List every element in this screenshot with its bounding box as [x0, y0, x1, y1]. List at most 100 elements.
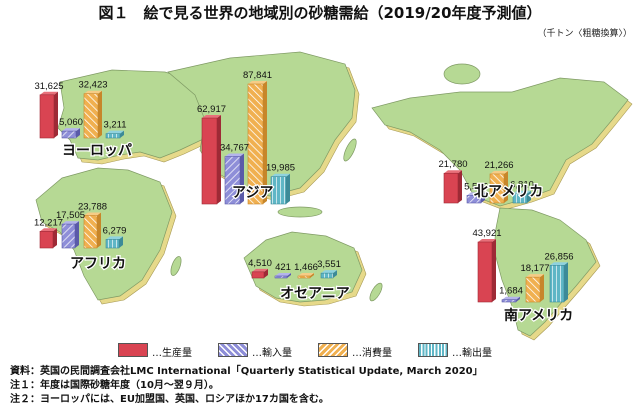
- bar-front: [61, 130, 77, 139]
- bar-top: [106, 130, 124, 134]
- bar-consumption-3: [297, 272, 314, 279]
- value-label-consumption-1: 87,841: [243, 70, 272, 81]
- bar-side: [263, 81, 267, 204]
- bar-consumption-2: [83, 212, 101, 249]
- bar-production-4: [443, 170, 462, 204]
- legend-swatch-exports: [418, 343, 448, 357]
- legend-label-imports: …輸入量: [252, 348, 292, 359]
- bar-side: [564, 262, 568, 302]
- bar-front: [39, 94, 55, 139]
- bar-consumption-1: [247, 81, 267, 205]
- bar-side: [54, 91, 58, 138]
- value-label-imports-3: 421: [275, 262, 291, 273]
- bar-exports-2: [105, 236, 123, 249]
- bar-front: [297, 275, 311, 279]
- value-label-exports-1: 19,985: [266, 163, 295, 174]
- bar-top: [298, 272, 314, 276]
- bar-production-0: [39, 91, 58, 139]
- bar-top: [62, 221, 79, 225]
- value-label-consumption-3: 1,466: [294, 262, 318, 273]
- value-label-production-1: 62,917: [197, 104, 226, 115]
- continent-south-america: [493, 207, 597, 337]
- bar-front: [251, 271, 265, 279]
- value-label-imports-0: 5,060: [59, 117, 83, 128]
- island-japan: [343, 138, 357, 162]
- legend-label-production: …生産量: [152, 348, 192, 359]
- bar-top: [84, 212, 101, 216]
- bar-top: [252, 268, 268, 272]
- bar-production-2: [39, 228, 57, 249]
- bar-front: [512, 193, 528, 204]
- bar-top: [526, 274, 544, 278]
- unit-label: （千トン〈粗糖換算〉）: [537, 29, 632, 39]
- bar-front: [501, 299, 517, 303]
- bar-front: [39, 231, 54, 249]
- bar-side: [287, 273, 291, 278]
- bar-top: [275, 273, 291, 276]
- bar-imports-5: [501, 296, 520, 303]
- value-label-production-2: 12,217: [34, 217, 63, 228]
- value-label-consumption-5: 18,177: [520, 263, 549, 274]
- region-label-4: 北アメリカ: [474, 184, 543, 200]
- bar-exports-1: [270, 173, 290, 205]
- bar-top: [106, 236, 123, 240]
- bar-consumption-5: [525, 274, 544, 303]
- value-label-imports-1: 34,767: [220, 143, 249, 154]
- value-label-exports-5: 26,856: [544, 251, 573, 262]
- region-label-0: ヨーロッパ: [62, 143, 132, 159]
- legend-swatch-consumption: [318, 343, 348, 357]
- bar-front: [489, 173, 505, 204]
- bar-top: [444, 170, 462, 174]
- value-label-exports-3: 3,551: [317, 259, 341, 270]
- bar-side: [98, 90, 102, 138]
- value-label-imports-4: 5,585: [464, 181, 488, 192]
- value-label-exports-2: 6,279: [103, 225, 127, 236]
- bar-front: [466, 195, 482, 204]
- bar-exports-3: [320, 270, 337, 279]
- bar-exports-4: [512, 190, 531, 204]
- bar-top: [225, 153, 244, 157]
- continent-oceania: [243, 231, 363, 303]
- bar-front: [224, 156, 241, 205]
- bar-side: [516, 296, 520, 302]
- legend-label-consumption: …消費量: [352, 348, 392, 359]
- value-label-layer: 31,625 5,060 32,423 3,211 62,917 34,767 87,841…: [34, 70, 574, 297]
- value-label-production-4: 21,780: [438, 159, 467, 170]
- chart-title: 図１ 絵で見る世界の地域別の砂糖需給（2019/20年度予測値）: [98, 4, 542, 22]
- bar-top: [513, 190, 531, 194]
- footnote-1: 注１：年度は国際砂糖年度（10月～翌９月）。: [10, 380, 219, 391]
- bar-top: [490, 170, 508, 174]
- bar-top: [40, 91, 58, 95]
- bar-top: [202, 115, 221, 119]
- bar-front: [83, 215, 98, 249]
- value-label-consumption-0: 32,423: [78, 80, 107, 91]
- bar-front: [201, 117, 218, 205]
- bar-consumption-4: [489, 170, 508, 204]
- bar-front: [270, 176, 287, 205]
- source-note: 資料：英国の民間調査会社LMC International「Quarterly …: [10, 366, 483, 377]
- value-label-production-3: 4,510: [248, 258, 272, 269]
- island-greenland: [443, 63, 481, 85]
- bar-front: [83, 93, 99, 139]
- bar-side: [333, 270, 337, 278]
- bar-top: [478, 238, 496, 242]
- bar-top: [502, 296, 520, 300]
- bar-exports-5: [549, 262, 568, 303]
- region-label-2: アフリカ: [70, 256, 126, 272]
- bar-top: [321, 270, 337, 274]
- bar-front: [549, 265, 565, 303]
- value-label-exports-0: 3,211: [103, 120, 126, 131]
- region-label-1: アジア: [232, 185, 273, 201]
- bar-side: [310, 272, 314, 278]
- bar-imports-4: [466, 192, 485, 204]
- value-label-consumption-2: 23,788: [78, 202, 107, 213]
- value-label-production-5: 43,921: [472, 228, 501, 239]
- value-label-production-0: 31,625: [34, 81, 63, 92]
- value-label-exports-4: 6,810: [510, 180, 534, 191]
- bar-top: [40, 228, 57, 232]
- bar-side: [120, 130, 124, 138]
- island-madagascar: [170, 256, 182, 276]
- bar-side: [492, 238, 496, 302]
